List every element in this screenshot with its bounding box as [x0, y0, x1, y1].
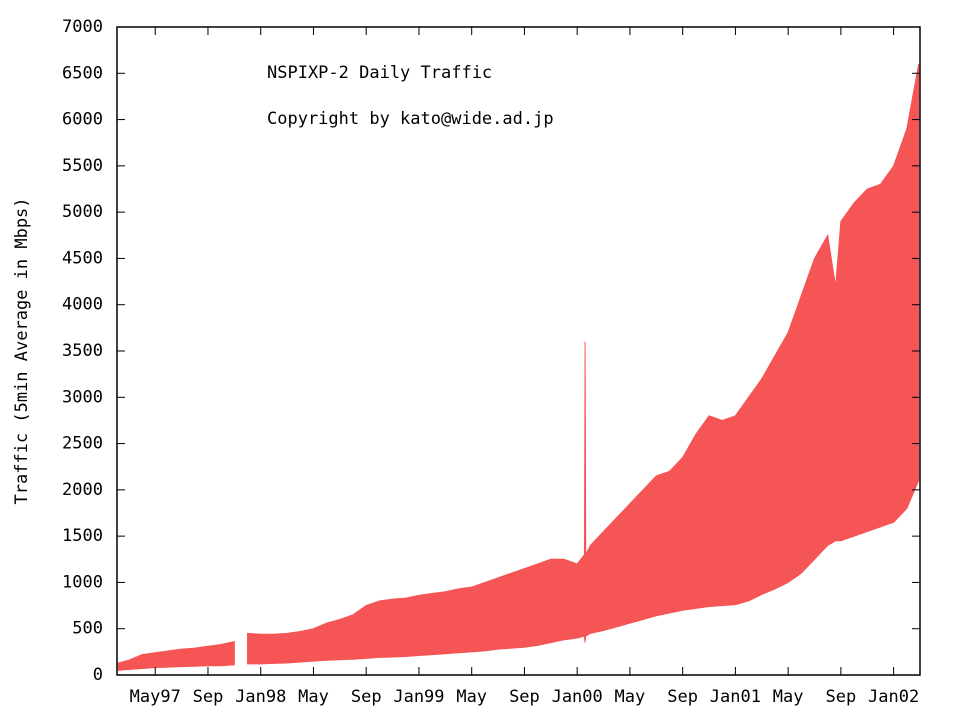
- x-tick-label: Jan00: [552, 687, 603, 707]
- y-tick-label: 1500: [62, 526, 103, 546]
- y-tick-label: 2500: [62, 434, 103, 454]
- y-tick-label: 4500: [62, 248, 103, 268]
- x-tick-label: Sep: [351, 687, 382, 707]
- x-tick-label: Sep: [509, 687, 540, 707]
- x-tick-label: May: [773, 687, 804, 707]
- x-tick-label: May97: [130, 687, 181, 707]
- x-tick-label: Sep: [193, 687, 224, 707]
- x-tick-label: Jan02: [868, 687, 919, 707]
- y-tick-label: 7000: [62, 17, 103, 37]
- x-tick-label: May: [298, 687, 329, 707]
- x-tick-label: May: [456, 687, 487, 707]
- x-tick-label: Sep: [667, 687, 698, 707]
- chart-title: NSPIXP-2 Daily Traffic: [267, 63, 492, 83]
- x-tick-label: May: [615, 687, 646, 707]
- y-tick-label: 1000: [62, 572, 103, 592]
- y-tick-label: 6000: [62, 110, 103, 130]
- y-tick-label: 5500: [62, 156, 103, 176]
- x-tick-label: Jan01: [710, 687, 761, 707]
- chart-subtitle: Copyright by kato@wide.ad.jp: [267, 109, 554, 129]
- x-tick-label: Jan99: [393, 687, 444, 707]
- plot-frame: [116, 26, 921, 676]
- traffic-band: [117, 641, 235, 671]
- y-tick-label: 0: [93, 665, 103, 685]
- y-tick-label: 3500: [62, 341, 103, 361]
- traffic-band: [247, 63, 920, 665]
- y-tick-label: 500: [72, 619, 103, 639]
- y-axis-label: Traffic (5min Average in Mbps): [12, 197, 32, 504]
- y-tick-label: 2000: [62, 480, 103, 500]
- x-tick-label: Sep: [826, 687, 857, 707]
- x-tick-label: Jan98: [235, 687, 286, 707]
- y-tick-label: 4000: [62, 295, 103, 315]
- y-tick-label: 6500: [62, 63, 103, 83]
- y-tick-label: 5000: [62, 202, 103, 222]
- y-tick-label: 3000: [62, 387, 103, 407]
